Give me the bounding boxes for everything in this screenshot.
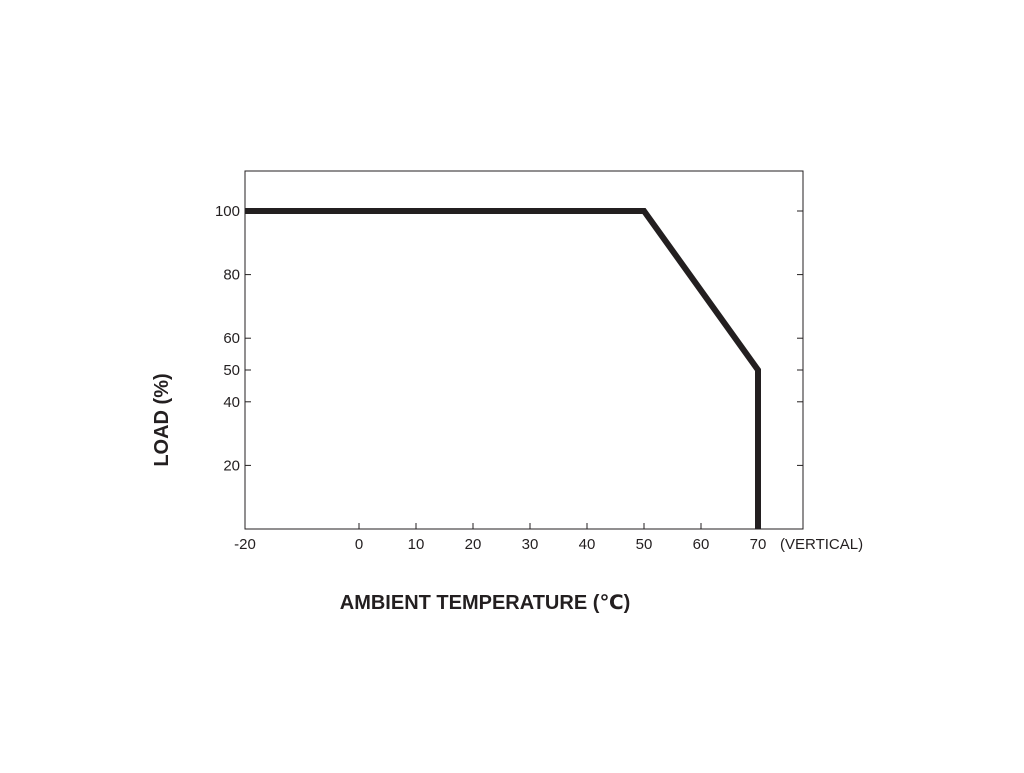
x-axis-suffix-label: (VERTICAL) [780, 536, 863, 553]
x-tick-label: 60 [693, 536, 710, 553]
derating-curve [245, 208, 761, 529]
x-tick-label: 30 [522, 536, 539, 553]
x-tick-label: 70 [750, 536, 767, 553]
y-tick-label: 60 [223, 330, 240, 347]
x-tick-label: 10 [408, 536, 425, 553]
tick-labels: -20 0 10 20 30 40 50 60 70 20 40 50 60 80 100 [215, 203, 766, 553]
x-tick-label: -20 [234, 536, 256, 553]
tick-marks [244, 210, 803, 529]
y-axis-title: LOAD (%) [151, 373, 173, 466]
y-tick-label: 20 [223, 457, 240, 474]
series-layer [245, 208, 761, 529]
y-tick-label: 80 [223, 267, 240, 284]
x-tick-label: 50 [636, 536, 653, 553]
x-tick-label: 20 [465, 536, 482, 553]
x-axis-title: AMBIENT TEMPERATURE (℃) [340, 592, 631, 614]
y-tick-label: 100 [215, 203, 240, 220]
y-tick-label: 40 [223, 394, 240, 411]
y-tick-label: 50 [223, 362, 240, 379]
x-tick-label: 0 [355, 536, 363, 553]
plot-frame [244, 170, 804, 530]
x-tick-label: 40 [579, 536, 596, 553]
